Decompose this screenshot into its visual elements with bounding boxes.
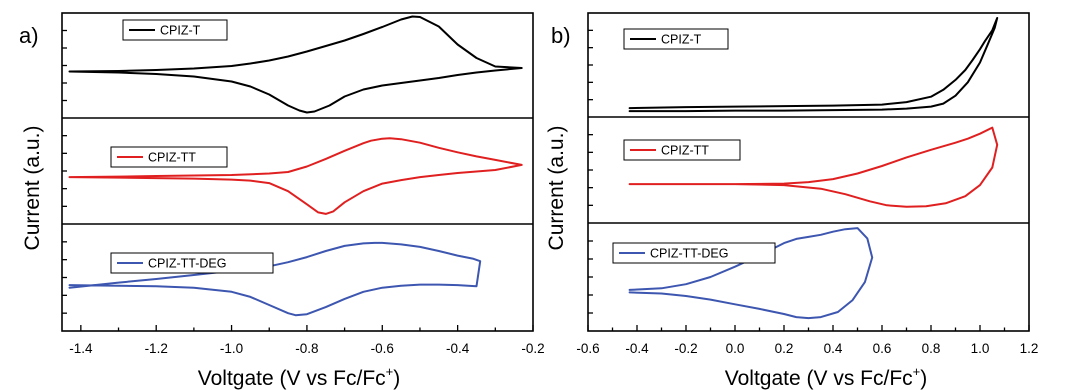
x-axis-label-b-sup: + [913,364,921,379]
legend-label: CPIZ-TT-DEG [650,247,728,261]
legend-box [110,146,228,168]
x-tick-label: -0.4 [446,341,470,356]
x-tick-label: 1.2 [1020,341,1039,356]
legend-cpiz-tt-deg: CPIZ-TT-DEG [612,242,776,264]
x-tick-label: 0.2 [775,341,794,356]
x-axis-label-a-sup: + [386,364,394,379]
x-axis-label-a-end: ) [393,367,400,390]
cv-curve-cpiz-tt-deg [628,227,874,320]
panel-label-b: b) [551,23,571,48]
legend-cpiz-tt: CPIZ-TT [623,139,741,161]
x-tick-label: -1.4 [69,341,93,356]
cv-curve-cpiz-tt-deg [68,241,482,317]
legend-cpiz-tt: CPIZ-TT [110,146,228,168]
x-tick-label: -1.2 [145,341,168,356]
x-tick-label: 0.0 [726,341,745,356]
legend-label: CPIZ-T [661,33,702,47]
x-tick-label: -0.6 [576,341,599,356]
plot-frame [587,12,1030,332]
x-tick-label: -0.2 [521,341,544,356]
legend-cpiz-t: CPIZ-T [623,28,729,50]
panel-label-a: a) [19,23,39,48]
x-axis-label-a-main: Voltgate (V vs Fc/Fc [198,367,386,390]
cv-curve-cpiz-tt [628,126,999,208]
plot-frame [61,12,534,332]
x-tick-label: -1.0 [220,341,243,356]
plot-a: CPIZ-T CPIZ-TT CPIZ-TT-DEG -1.4 -1.2 -1.0 -0.8… [61,12,545,356]
cv-curve-cpiz-t [68,15,523,114]
y-axis-label-b: Current (a.u.) [545,126,568,251]
legend-box [110,252,274,274]
x-tick-label: -0.4 [625,341,649,356]
legend-label: CPIZ-TT-DEG [148,257,226,271]
x-tick-label: -0.6 [371,341,394,356]
x-axis-label-b-end: ) [920,367,927,390]
x-tick-label: 0.8 [922,341,941,356]
cv-curve-cpiz-tt [68,137,523,215]
cv-curve-cpiz-t [628,17,999,113]
legend-box [623,28,729,50]
legend-cpiz-tt-deg: CPIZ-TT-DEG [110,252,274,274]
x-axis-label-b-main: Voltgate (V vs Fc/Fc [725,367,913,390]
x-axis-label-b: Voltgate (V vs Fc/Fc+) [725,364,928,390]
x-tick-label: -0.8 [295,341,318,356]
x-axis-label-a: Voltgate (V vs Fc/Fc+) [198,364,401,390]
plot-b: CPIZ-T CPIZ-TT CPIZ-TT-DEG -0.6 -0.4 -0.2 0.0 0… [576,12,1039,356]
legend-box [122,19,228,41]
legend-box [612,242,776,264]
x-tick-label: 1.0 [971,341,990,356]
legend-box [623,139,741,161]
legend-label: CPIZ-T [160,24,201,38]
plot-layer: CPIZ-T CPIZ-TT CPIZ-TT-DEG -1.4 -1.2 -1.0 -0.8… [61,12,1039,356]
legend-label: CPIZ-TT [661,144,709,158]
legend-cpiz-t: CPIZ-T [122,19,228,41]
x-tick-label: -0.2 [674,341,697,356]
x-tick-label: 0.6 [873,341,892,356]
x-tick-label: 0.4 [824,341,843,356]
y-axis-label-a: Current (a.u.) [21,126,44,251]
legend-label: CPIZ-TT [148,151,196,165]
